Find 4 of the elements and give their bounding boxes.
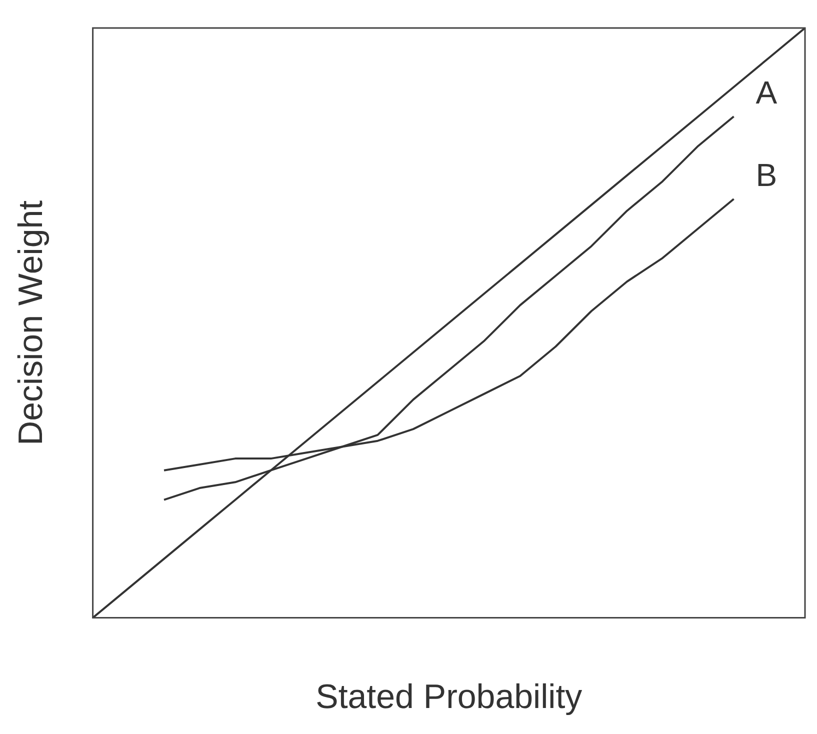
y-axis-title: Decision Weight	[12, 200, 50, 446]
series-label: A	[756, 74, 778, 110]
series-label: B	[756, 156, 778, 193]
x-axis-title: Stated Probability	[316, 678, 582, 716]
